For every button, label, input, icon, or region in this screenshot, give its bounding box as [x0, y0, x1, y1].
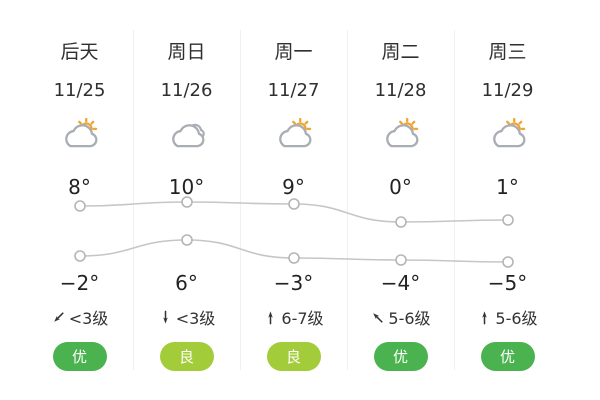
wind-info: 5-6级 [477, 304, 538, 330]
wind-level-label: 5-6级 [388, 309, 431, 328]
wind-info: 6-7级 [263, 304, 324, 330]
air-quality-badge: 良 [159, 342, 214, 371]
weather-condition-icon [378, 108, 424, 166]
wind-level-label: <3级 [175, 309, 216, 328]
wind-direction-arrow-icon [162, 310, 168, 324]
low-temp-label: −2° [59, 271, 100, 295]
cloudy-icon [171, 123, 205, 148]
day-label: 周一 [274, 40, 313, 63]
partly-cloudy-icon [385, 117, 418, 148]
column-divider [240, 30, 241, 370]
forecast-day-column[interactable]: 周日 11/26 10° 6° <3级 良 [133, 0, 240, 394]
forecast-day-column[interactable]: 周一 11/27 9° −3° 6-7级 [240, 0, 347, 394]
weather-condition-icon [485, 108, 531, 166]
wind-level-label: <3级 [68, 309, 109, 328]
partly-cloudy-icon [64, 117, 97, 148]
forecast-day-column[interactable]: 周三 11/29 1° −5° 5-6级 [454, 0, 561, 394]
day-label: 周二 [381, 40, 420, 63]
forecast-day-column[interactable]: 周二 11/28 0° −4° 5-6级 [347, 0, 454, 394]
date-label: 11/29 [481, 79, 534, 101]
low-temp-label: −4° [380, 271, 421, 295]
high-temp-label: 8° [68, 175, 91, 199]
forecast-columns: 后天 11/25 8° −2° <3级 [26, 0, 561, 394]
wind-level-label: 5-6级 [495, 309, 538, 328]
partly-cloudy-icon [492, 117, 525, 148]
forecast-day-column[interactable]: 后天 11/25 8° −2° <3级 [26, 0, 133, 394]
wind-level-label: 6-7级 [281, 309, 324, 328]
wind-direction-arrow-icon [268, 310, 274, 324]
wind-info: <3级 [51, 304, 109, 330]
low-temp-label: −5° [487, 271, 528, 295]
air-quality-badge: 优 [52, 342, 107, 371]
high-temp-label: 10° [168, 175, 205, 199]
weather-condition-icon [271, 108, 317, 166]
high-temp-label: 9° [282, 175, 305, 199]
air-quality-badge: 良 [266, 342, 321, 371]
day-label: 后天 [60, 40, 99, 63]
high-temp-label: 1° [496, 175, 519, 199]
partly-cloudy-icon [278, 117, 311, 148]
date-label: 11/28 [374, 79, 427, 101]
wind-direction-arrow-icon [373, 312, 383, 323]
column-divider [133, 30, 134, 370]
day-label: 周三 [488, 40, 527, 63]
air-quality-badge: 优 [373, 342, 428, 371]
wind-direction-arrow-icon [53, 311, 64, 322]
weather-condition-icon [57, 108, 103, 166]
day-label: 周日 [167, 40, 206, 63]
air-quality-badge: 优 [480, 342, 535, 371]
wind-info: 5-6级 [370, 304, 431, 330]
low-temp-label: −3° [273, 271, 314, 295]
column-divider [454, 30, 455, 370]
column-divider [347, 30, 348, 370]
wind-direction-arrow-icon [482, 310, 488, 324]
weather-condition-icon [164, 108, 210, 166]
date-label: 11/26 [160, 79, 213, 101]
wind-info: <3级 [158, 304, 216, 330]
date-label: 11/25 [53, 79, 106, 101]
high-temp-label: 0° [389, 175, 412, 199]
date-label: 11/27 [267, 79, 320, 101]
low-temp-label: 6° [175, 271, 198, 295]
